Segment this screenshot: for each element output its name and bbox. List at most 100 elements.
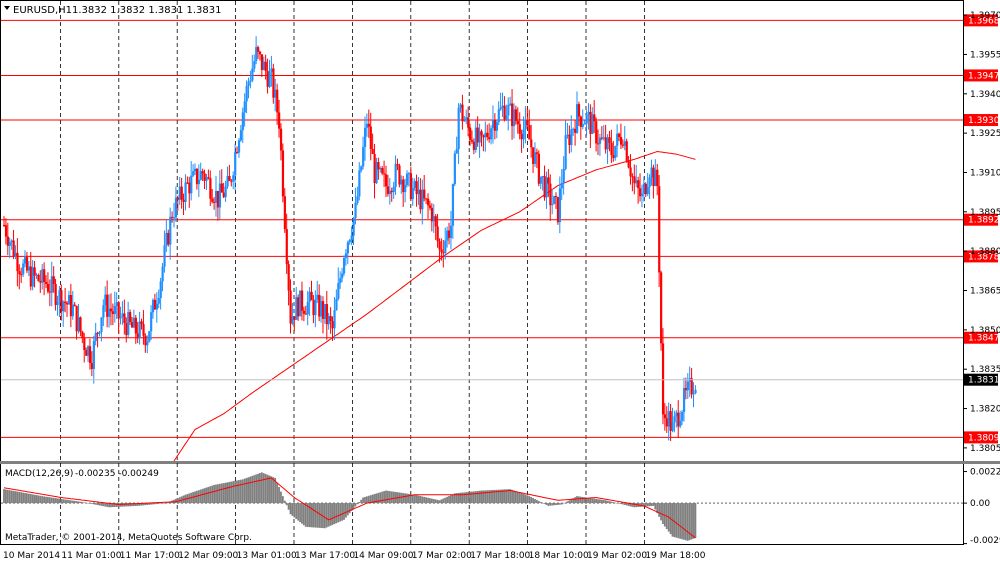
macd-histogram-bar xyxy=(100,503,103,506)
macd-histogram-bar xyxy=(81,502,84,504)
macd-values: -0.00235 -0.00249 xyxy=(75,469,159,479)
candle-body xyxy=(682,387,686,412)
macd-histogram-bar xyxy=(85,502,88,504)
candle-body xyxy=(639,188,642,197)
candle-body xyxy=(151,299,155,313)
price-tick-label: 1.3895 xyxy=(970,208,1000,218)
candle-body xyxy=(27,266,31,271)
macd-histogram-bar xyxy=(488,490,491,504)
macd-histogram-bar xyxy=(54,498,57,504)
macd-histogram-bar xyxy=(148,503,151,505)
macd-histogram-bar xyxy=(111,503,114,508)
horizontal-levels[interactable]: 1.39681.39471.39301.38921.38781.38471.38… xyxy=(1,14,1000,444)
macd-histogram-bar xyxy=(283,500,286,504)
candle-body xyxy=(637,180,640,189)
level-price-label: 1.3878 xyxy=(968,252,1000,262)
macd-histogram-bar xyxy=(108,503,110,508)
candle-body xyxy=(522,129,525,140)
macd-histogram-bar xyxy=(545,503,548,505)
macd-histogram-bar xyxy=(579,496,582,504)
candle-body xyxy=(661,343,665,415)
macd-histogram-bar xyxy=(266,474,269,504)
candle-body xyxy=(142,324,145,336)
candle-body xyxy=(518,124,521,134)
level-price-badge xyxy=(964,114,998,127)
macd-histogram-bar xyxy=(574,497,576,504)
candle-body xyxy=(570,129,573,146)
price-axis[interactable]: 1.39701.39551.39401.39251.39101.38951.38… xyxy=(963,11,1000,454)
chart-menu-triangle-icon[interactable] xyxy=(4,6,10,10)
candle-body xyxy=(237,140,241,153)
macd-histogram-bar xyxy=(314,503,317,528)
candle-body xyxy=(444,240,447,253)
candle-body xyxy=(663,414,667,419)
macd-histogram-bar xyxy=(110,503,112,508)
macd-histogram-bar xyxy=(337,503,340,523)
candle-body xyxy=(652,167,655,187)
candle-body xyxy=(537,153,540,184)
candle-body xyxy=(327,316,330,325)
macd-histogram-bar xyxy=(394,491,397,504)
macd-histogram-bar xyxy=(585,497,588,504)
macd-histogram-bar xyxy=(652,503,655,506)
macd-histogram-bar xyxy=(268,475,271,504)
macd-histogram-bar xyxy=(316,503,319,528)
candle-body xyxy=(646,186,649,195)
macd-histogram-bar xyxy=(471,491,473,504)
macd-histogram-bar xyxy=(150,503,152,505)
price-tick-label: 1.3820 xyxy=(970,405,1000,415)
candle-body xyxy=(501,105,504,108)
macd-histogram-bar xyxy=(383,491,385,504)
candle-body xyxy=(484,132,487,138)
candle-body xyxy=(67,294,71,305)
candle-body xyxy=(243,101,246,113)
macd-histogram-bar xyxy=(497,489,500,504)
price-tick-label: 1.3880 xyxy=(970,247,1000,257)
candle-body xyxy=(236,151,239,153)
macd-histogram-bar xyxy=(201,488,204,504)
candle-body xyxy=(671,422,674,431)
macd-histogram-bar xyxy=(92,503,95,505)
level-price-badge xyxy=(964,69,998,82)
candle-body xyxy=(493,119,497,131)
candle-body xyxy=(165,232,168,246)
candle-body xyxy=(461,104,464,122)
candle-body xyxy=(100,317,103,333)
candle-body xyxy=(201,171,204,174)
candle-body xyxy=(159,281,162,298)
macd-histogram-bar xyxy=(131,503,133,507)
macd-histogram-bar xyxy=(618,503,620,504)
macd-histogram-bar xyxy=(194,491,196,504)
candle-body xyxy=(650,167,653,178)
candle-body xyxy=(616,133,619,146)
price-tick-label: 1.3805 xyxy=(970,444,1000,454)
candle-body xyxy=(606,137,609,150)
candle-body xyxy=(69,294,73,317)
macd-histogram-bar xyxy=(45,496,47,504)
candle-body xyxy=(549,183,552,206)
candle-body xyxy=(12,240,15,257)
macd-histogram-bar xyxy=(570,499,573,504)
macd-histogram-bar xyxy=(77,501,80,504)
candle-body xyxy=(497,109,500,123)
macd-histogram-bar xyxy=(495,489,498,504)
candle-body xyxy=(375,161,378,184)
macd-histogram-bar xyxy=(635,503,638,508)
candle-body xyxy=(335,298,338,311)
macd-histogram-bar xyxy=(325,503,328,528)
macd-histogram-bar xyxy=(167,502,170,504)
macd-histogram-bar xyxy=(522,494,525,504)
candle-body xyxy=(379,168,382,170)
candle-body xyxy=(491,119,495,129)
macd-histogram-bar xyxy=(274,477,277,504)
macd-histogram-bar xyxy=(390,491,393,504)
candle-body xyxy=(377,161,380,170)
candle-body xyxy=(16,252,19,272)
pane-separator[interactable] xyxy=(0,461,1000,464)
candle-body xyxy=(533,152,537,164)
macd-histogram-bar xyxy=(113,503,116,508)
macd-histogram-bar xyxy=(33,494,36,504)
candle-body xyxy=(413,181,416,188)
